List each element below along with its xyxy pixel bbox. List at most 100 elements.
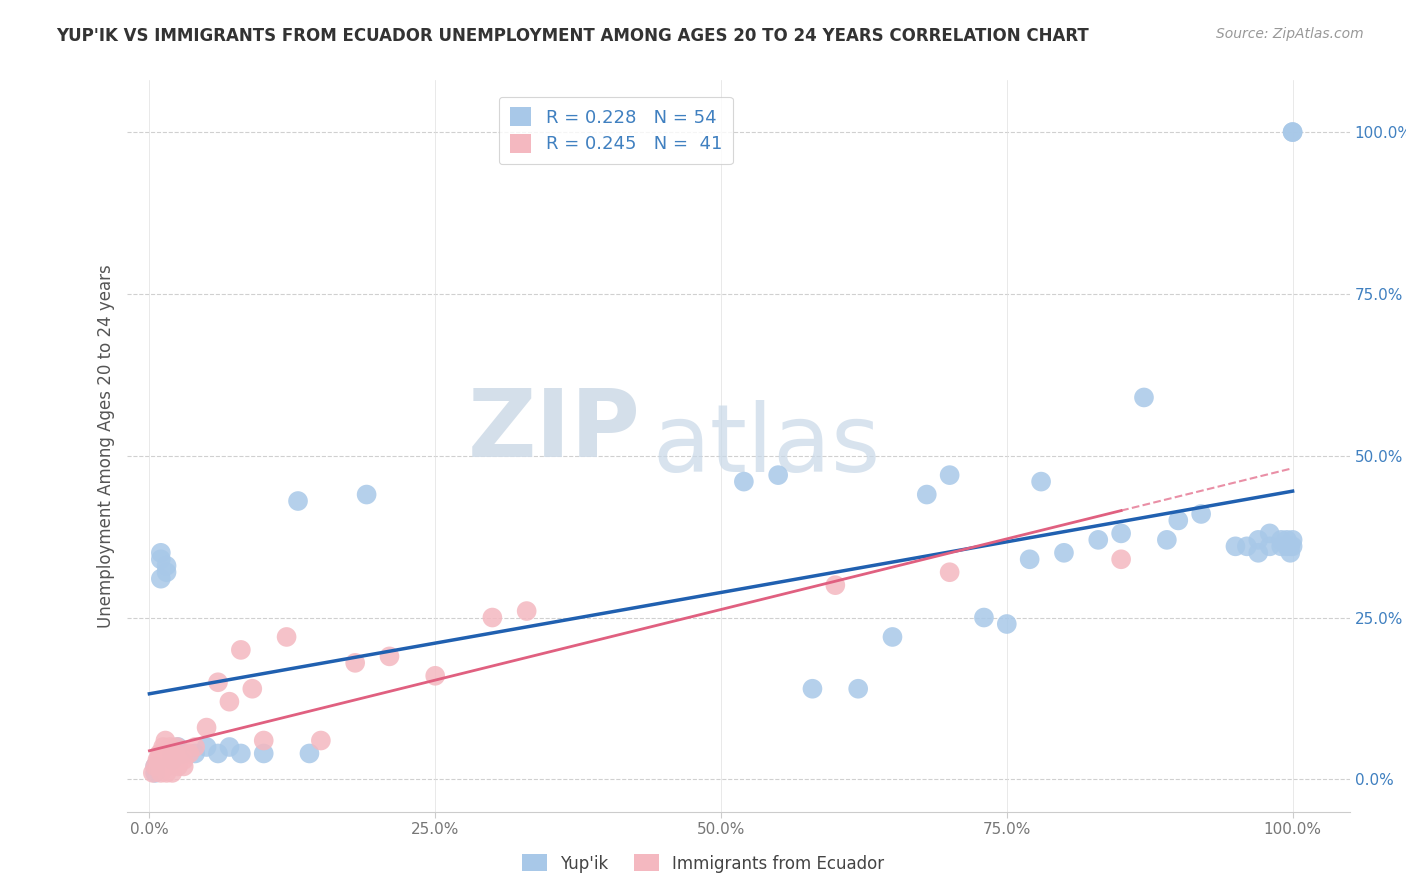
Point [1281, 125, 1303, 139]
Point [1109, 552, 1132, 566]
Point [155, 759, 177, 773]
Point [516, 604, 538, 618]
Point [173, 753, 195, 767]
Point [143, 759, 166, 773]
Point [146, 753, 169, 767]
Point [1258, 539, 1281, 553]
Point [766, 468, 789, 483]
Point [253, 747, 276, 761]
Point [309, 733, 332, 747]
Point [1281, 533, 1303, 547]
Text: YUP'IK VS IMMIGRANTS FROM ECUADOR UNEMPLOYMENT AMONG AGES 20 TO 24 YEARS CORRELA: YUP'IK VS IMMIGRANTS FROM ECUADOR UNEMPL… [56, 27, 1090, 45]
Point [1156, 533, 1178, 547]
Point [152, 739, 174, 754]
Point [155, 558, 177, 573]
Point [1270, 533, 1292, 547]
Point [142, 765, 165, 780]
Point [240, 681, 263, 696]
Point [1029, 475, 1052, 489]
Point [167, 753, 190, 767]
Point [801, 681, 824, 696]
Point [149, 552, 172, 566]
Point [1279, 539, 1302, 553]
Point [149, 572, 172, 586]
Point [846, 681, 869, 696]
Point [156, 747, 179, 761]
Point [1281, 539, 1303, 553]
Point [167, 739, 190, 754]
Point [1281, 125, 1303, 139]
Point [287, 494, 309, 508]
Point [149, 759, 172, 773]
Point [184, 739, 207, 754]
Point [149, 765, 172, 780]
Point [425, 669, 447, 683]
Point [915, 487, 938, 501]
Point [162, 747, 184, 761]
Point [298, 747, 321, 761]
Point [163, 747, 186, 761]
Legend: Yup'ik, Immigrants from Ecuador: Yup'ik, Immigrants from Ecuador [516, 847, 890, 880]
Point [229, 643, 252, 657]
Point [149, 546, 172, 560]
Point [356, 487, 378, 501]
Point [155, 733, 177, 747]
Point [173, 759, 195, 773]
Point [1225, 539, 1247, 553]
Point [218, 695, 240, 709]
Point [1279, 546, 1302, 560]
Point [155, 566, 177, 580]
Point [184, 747, 207, 761]
Point [938, 468, 960, 483]
Point [973, 610, 995, 624]
Point [1247, 533, 1270, 547]
Point [173, 747, 195, 761]
Point [344, 656, 367, 670]
Point [162, 765, 184, 780]
Point [1247, 546, 1270, 560]
Point [1133, 391, 1156, 405]
Point [148, 753, 170, 767]
Point [143, 765, 166, 780]
Point [276, 630, 298, 644]
Point [167, 759, 190, 773]
Point [1275, 533, 1298, 547]
Point [1275, 539, 1298, 553]
Legend: R = 0.228   N = 54, R = 0.245   N =  41: R = 0.228 N = 54, R = 0.245 N = 41 [499, 96, 733, 164]
Point [179, 747, 201, 761]
Point [882, 630, 904, 644]
Point [1270, 539, 1292, 553]
Text: ZIP: ZIP [467, 385, 640, 477]
Point [149, 747, 172, 761]
Point [166, 739, 188, 754]
Point [733, 475, 755, 489]
Point [1167, 513, 1189, 527]
Y-axis label: Unemployment Among Ages 20 to 24 years: Unemployment Among Ages 20 to 24 years [97, 264, 115, 628]
Point [1018, 552, 1040, 566]
Point [207, 747, 229, 761]
Point [481, 610, 503, 624]
Point [1236, 539, 1258, 553]
Point [162, 753, 184, 767]
Point [149, 747, 172, 761]
Point [229, 747, 252, 761]
Point [207, 675, 229, 690]
Point [143, 759, 166, 773]
Point [1258, 526, 1281, 541]
Point [938, 566, 960, 580]
Point [155, 753, 177, 767]
Text: atlas: atlas [652, 400, 880, 492]
Point [1087, 533, 1109, 547]
Point [155, 765, 177, 780]
Point [159, 739, 181, 754]
Point [195, 739, 218, 754]
Point [253, 733, 276, 747]
Point [1189, 507, 1212, 521]
Point [995, 617, 1018, 632]
Text: Source: ZipAtlas.com: Source: ZipAtlas.com [1216, 27, 1364, 41]
Point [195, 721, 218, 735]
Point [218, 739, 240, 754]
Point [162, 753, 184, 767]
Point [378, 649, 401, 664]
Point [1109, 526, 1132, 541]
